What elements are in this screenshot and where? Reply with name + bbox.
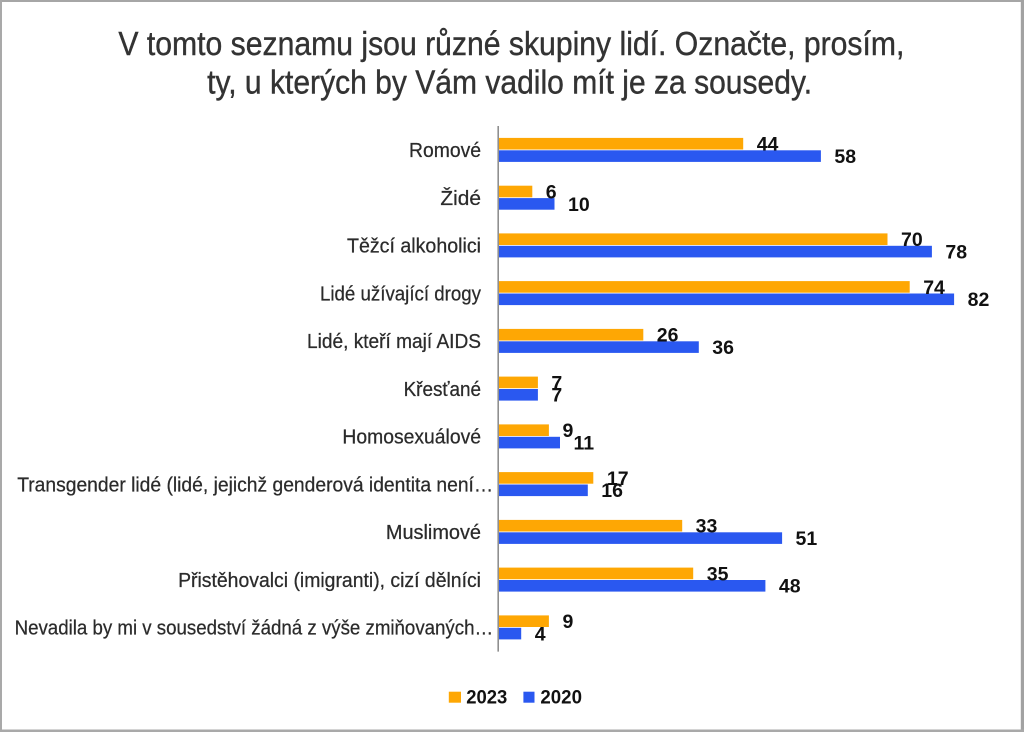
svg-text:Lidé, kteří mají AIDS: Lidé, kteří mají AIDS: [307, 331, 481, 353]
svg-text:Přistěhovalci (imigranti), ciz: Přistěhovalci (imigranti), cizí dělníci: [178, 570, 481, 592]
svg-text:36: 36: [712, 337, 734, 359]
svg-text:2023: 2023: [466, 687, 507, 709]
svg-text:51: 51: [796, 528, 818, 550]
svg-text:48: 48: [779, 576, 801, 598]
svg-text:ty, u kterých by Vám vadilo mí: ty, u kterých by Vám vadilo mít je za so…: [207, 63, 812, 100]
svg-text:70: 70: [901, 229, 923, 251]
svg-text:7: 7: [551, 372, 562, 394]
svg-text:Muslimové: Muslimové: [386, 522, 481, 544]
svg-text:Židé: Židé: [440, 187, 481, 210]
svg-text:7: 7: [551, 385, 562, 407]
svg-text:2020: 2020: [540, 687, 582, 709]
svg-text:6: 6: [546, 181, 557, 203]
svg-text:Transgender lidé (lidé, jejich: Transgender lidé (lidé, jejichž genderov…: [17, 474, 493, 496]
svg-text:58: 58: [834, 146, 856, 168]
svg-text:44: 44: [757, 134, 779, 156]
svg-text:82: 82: [968, 289, 990, 311]
svg-text:Nevadila by mi v sousedství žá: Nevadila by mi v sousedství žádná z výše…: [15, 618, 494, 640]
svg-text:Romové: Romové: [409, 140, 481, 162]
svg-text:11: 11: [574, 433, 595, 455]
svg-text:9: 9: [563, 611, 574, 633]
svg-text:V tomto seznamu jsou různé sku: V tomto seznamu jsou různé skupiny lidí.…: [118, 25, 904, 62]
svg-text:26: 26: [657, 325, 679, 347]
svg-text:33: 33: [696, 516, 718, 538]
svg-text:Homosexuálové: Homosexuálové: [342, 427, 481, 449]
svg-text:17: 17: [607, 468, 629, 490]
svg-text:35: 35: [707, 563, 729, 585]
svg-text:74: 74: [923, 277, 945, 299]
svg-text:Lidé užívající drogy: Lidé užívající drogy: [320, 283, 481, 305]
svg-text:78: 78: [945, 242, 967, 264]
svg-text:Těžcí alkoholici: Těžcí alkoholici: [347, 236, 481, 258]
svg-text:9: 9: [563, 420, 574, 442]
svg-text:4: 4: [535, 624, 546, 646]
svg-text:Křesťané: Křesťané: [404, 379, 481, 401]
svg-text:16: 16: [601, 480, 623, 502]
svg-text:10: 10: [568, 194, 590, 216]
